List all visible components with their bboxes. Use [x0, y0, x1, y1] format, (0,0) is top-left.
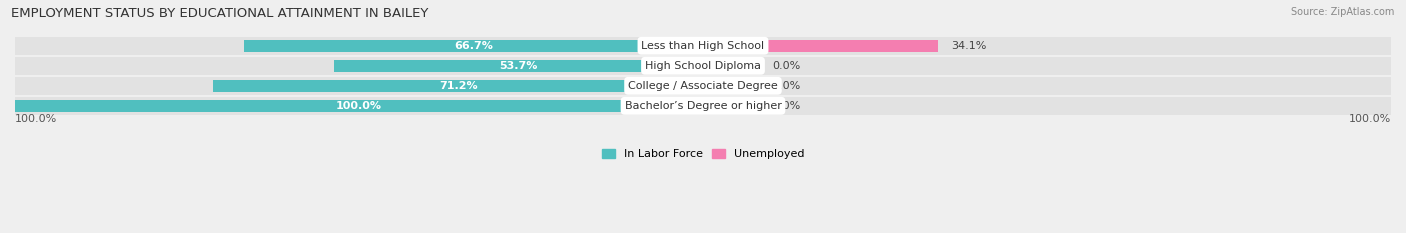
Text: High School Diploma: High School Diploma: [645, 61, 761, 71]
Text: 100.0%: 100.0%: [15, 114, 58, 124]
Bar: [15, 97, 1391, 115]
Legend: In Labor Force, Unemployed: In Labor Force, Unemployed: [598, 144, 808, 164]
Bar: [15, 57, 1391, 75]
Bar: [15, 99, 703, 112]
Bar: [703, 80, 758, 92]
Text: 0.0%: 0.0%: [772, 61, 800, 71]
Text: EMPLOYMENT STATUS BY EDUCATIONAL ATTAINMENT IN BAILEY: EMPLOYMENT STATUS BY EDUCATIONAL ATTAINM…: [11, 7, 429, 20]
Bar: [15, 37, 1391, 55]
Text: 66.7%: 66.7%: [454, 41, 494, 51]
Text: 0.0%: 0.0%: [772, 81, 800, 91]
Text: 100.0%: 100.0%: [1348, 114, 1391, 124]
Bar: [703, 40, 938, 52]
Bar: [703, 60, 758, 72]
Bar: [15, 77, 1391, 95]
Bar: [245, 40, 703, 52]
Text: College / Associate Degree: College / Associate Degree: [628, 81, 778, 91]
Text: Source: ZipAtlas.com: Source: ZipAtlas.com: [1291, 7, 1395, 17]
Text: Less than High School: Less than High School: [641, 41, 765, 51]
Bar: [333, 60, 703, 72]
Text: Bachelor’s Degree or higher: Bachelor’s Degree or higher: [624, 101, 782, 111]
Bar: [703, 99, 758, 112]
Text: 0.0%: 0.0%: [772, 101, 800, 111]
Bar: [214, 80, 703, 92]
Text: 100.0%: 100.0%: [336, 101, 382, 111]
Text: 53.7%: 53.7%: [499, 61, 537, 71]
Text: 71.2%: 71.2%: [439, 81, 478, 91]
Text: 34.1%: 34.1%: [952, 41, 987, 51]
